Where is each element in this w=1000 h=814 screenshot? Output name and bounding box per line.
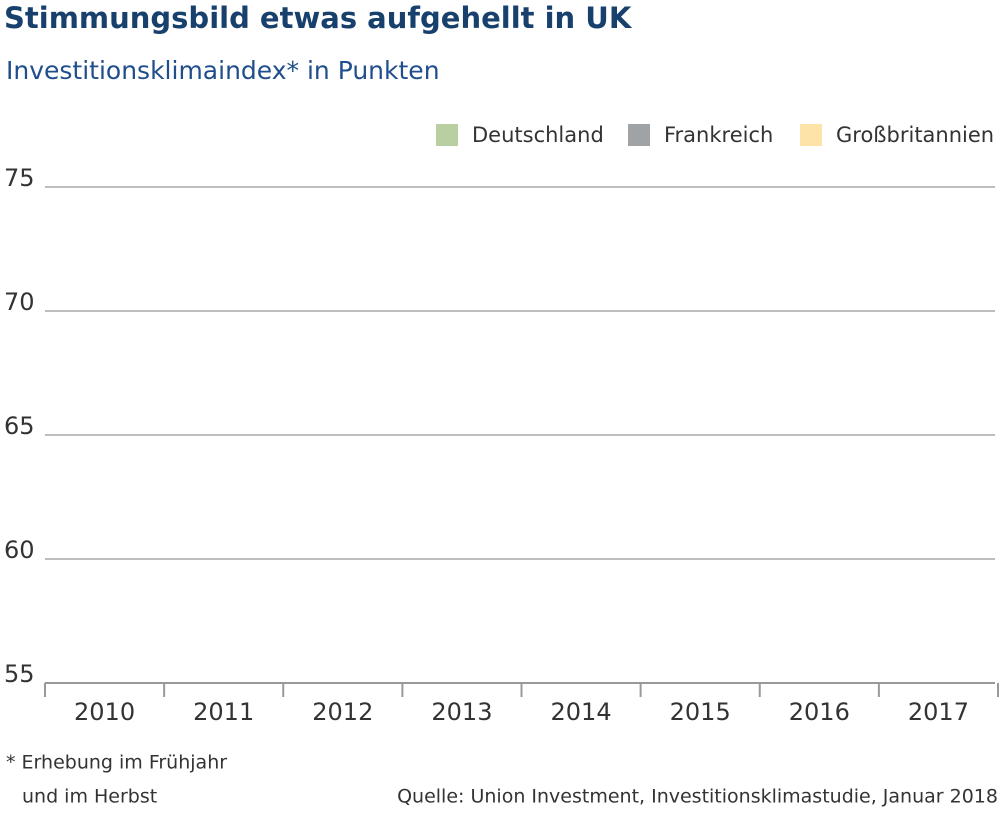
x-tick-label: 2012 — [312, 698, 373, 726]
x-tick-label: 2016 — [789, 698, 850, 726]
source: Quelle: Union Investment, Investitionskl… — [397, 786, 998, 808]
legend-label: Großbritannien — [836, 123, 994, 147]
y-tick-label: 55 — [4, 660, 35, 688]
x-tick-label: 2017 — [908, 698, 969, 726]
x-tick-label: 2013 — [431, 698, 492, 726]
footnote: und im Herbst — [22, 786, 157, 808]
legend-swatch — [436, 124, 458, 146]
legend-swatch — [800, 124, 822, 146]
footnote: * Erhebung im Frühjahr — [6, 752, 227, 774]
chart-title: Stimmungsbild etwas aufgehellt in UK — [4, 1, 633, 35]
x-tick-label: 2011 — [193, 698, 254, 726]
x-tick-label: 2015 — [670, 698, 731, 726]
x-tick-label: 2010 — [74, 698, 135, 726]
legend-label: Deutschland — [472, 123, 604, 147]
legend-swatch — [628, 124, 650, 146]
y-tick-label: 60 — [4, 536, 35, 564]
chart-subtitle: Investitionsklimaindex* in Punkten — [6, 56, 440, 85]
y-tick-label: 70 — [4, 288, 35, 316]
x-tick-label: 2014 — [551, 698, 612, 726]
legend-label: Frankreich — [664, 123, 773, 147]
y-tick-label: 65 — [4, 412, 35, 440]
y-tick-label: 75 — [4, 164, 35, 192]
